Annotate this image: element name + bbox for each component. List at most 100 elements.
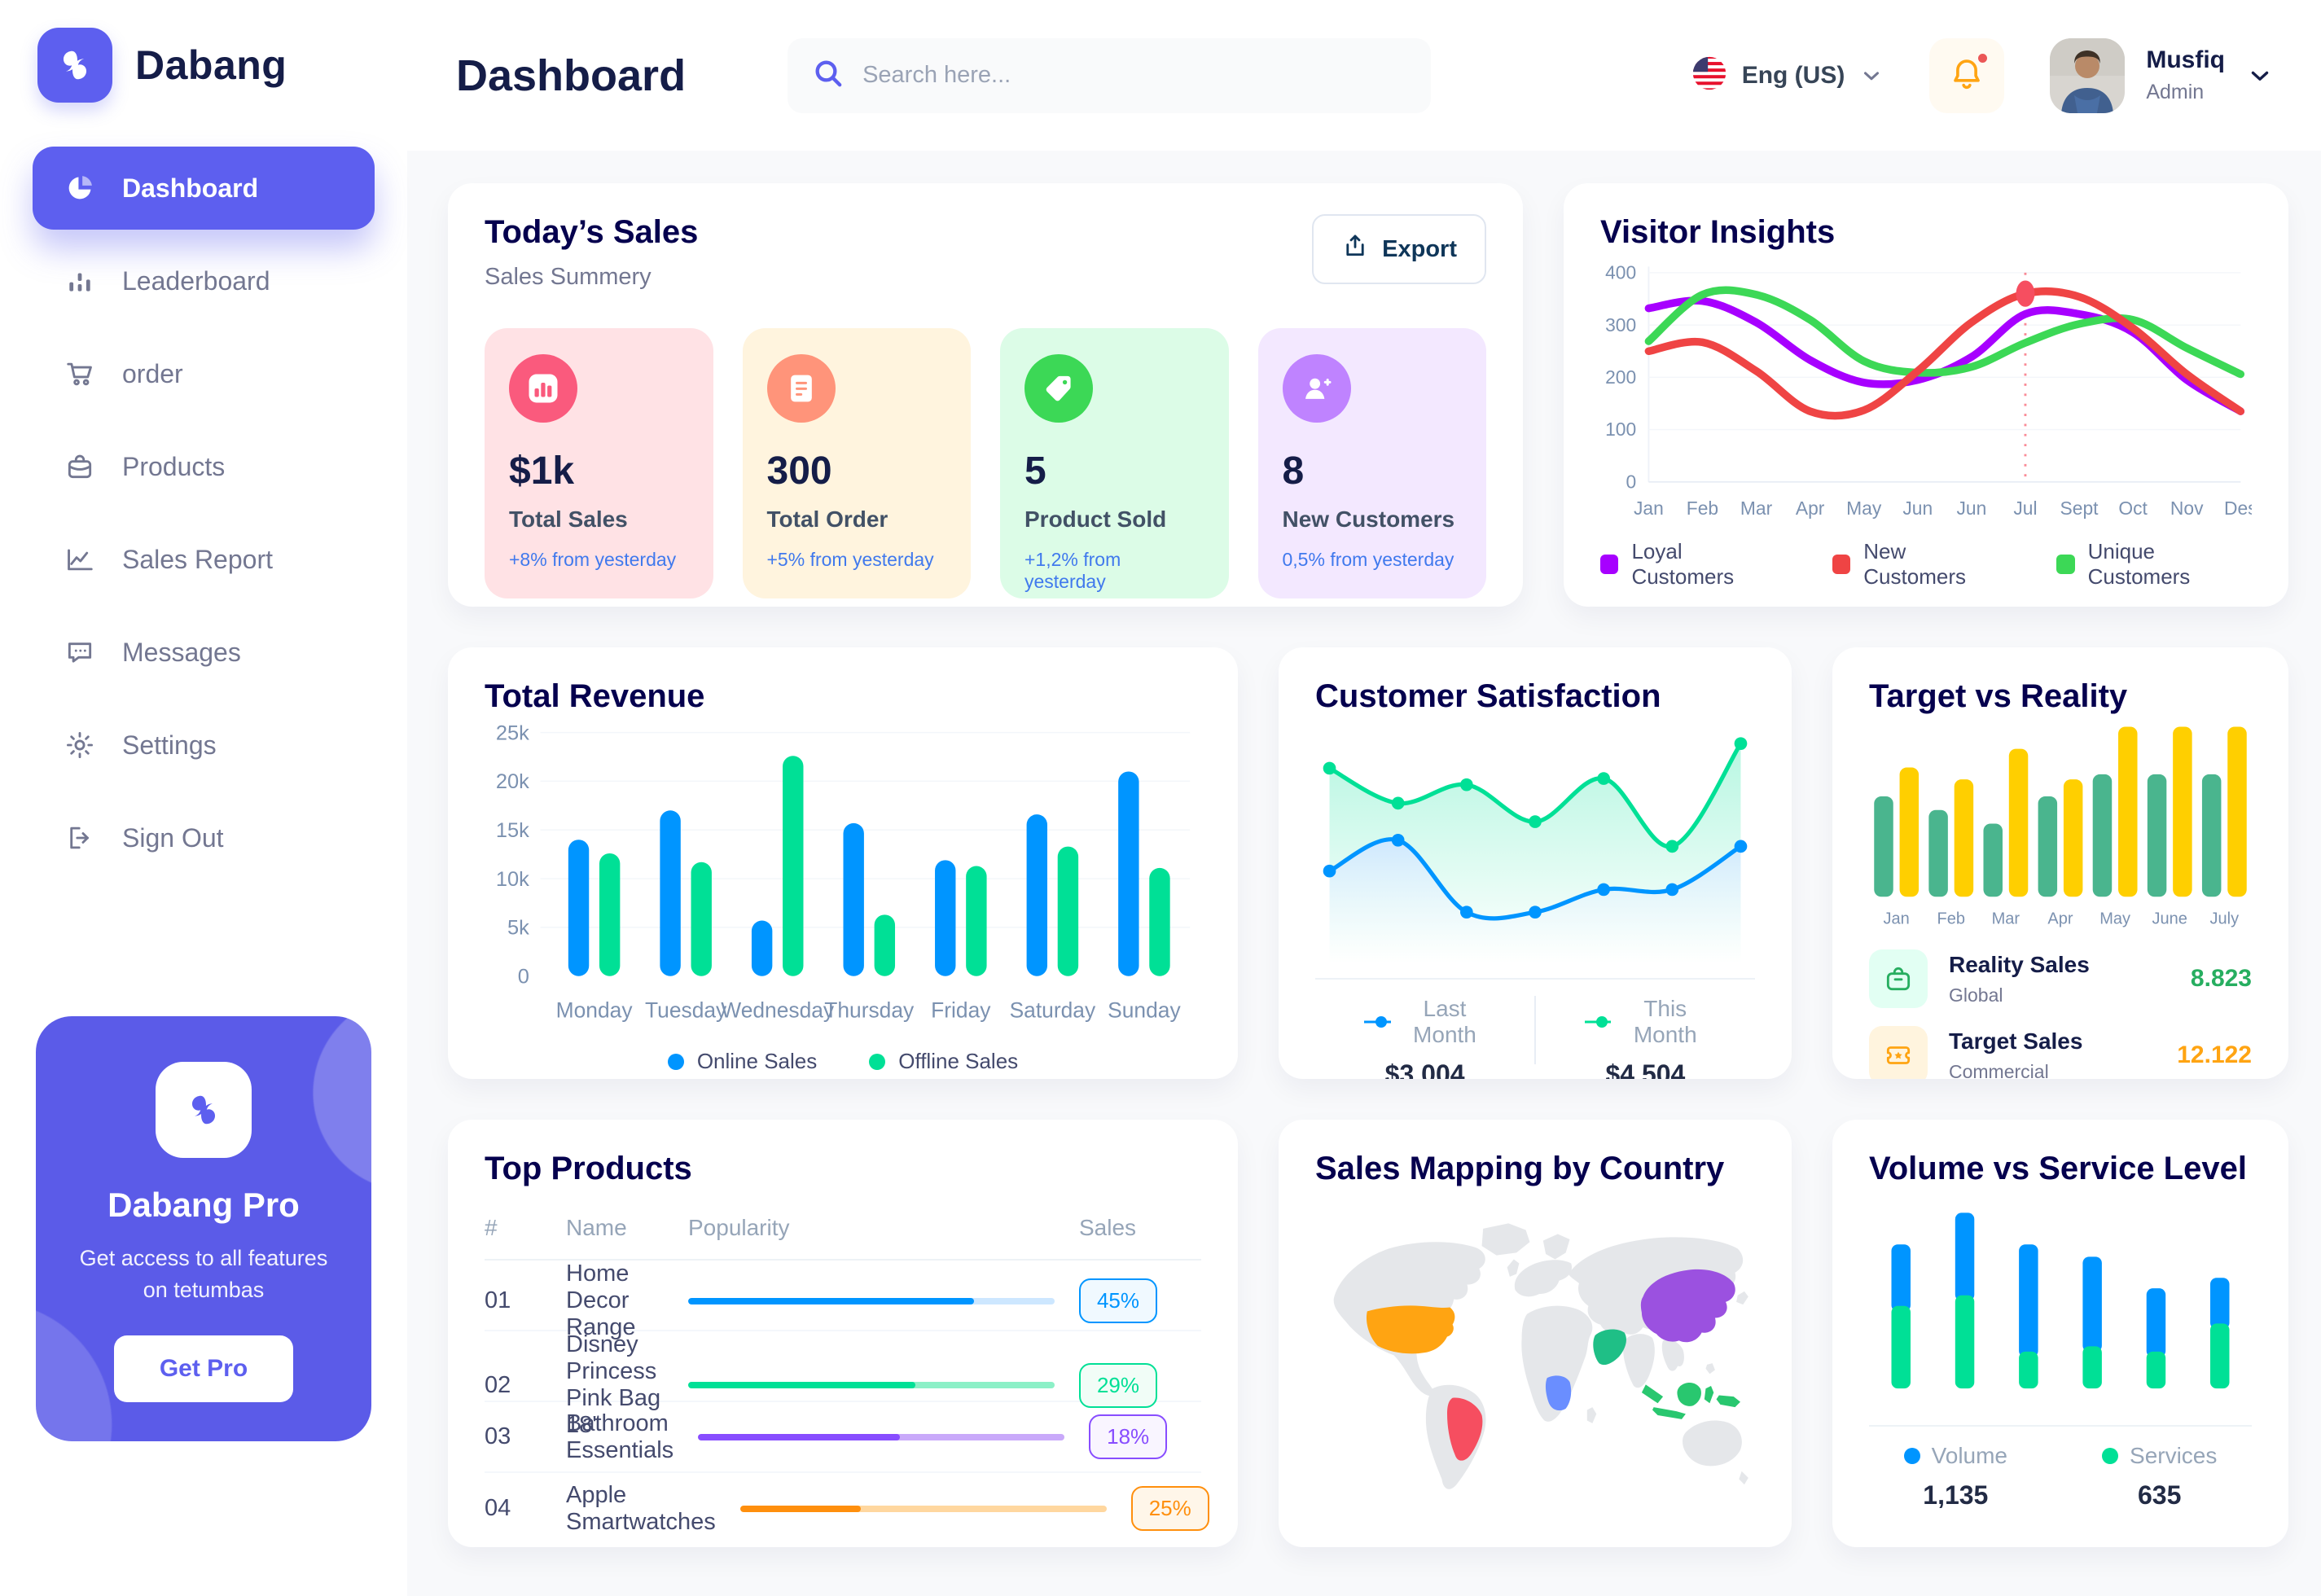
user-profile[interactable]: Musfiq Admin bbox=[2050, 37, 2274, 113]
country-saudi-arabia[interactable] bbox=[1593, 1329, 1626, 1366]
sign-out-icon bbox=[64, 822, 96, 853]
customer-satisfaction-title: Customer Satisfaction bbox=[1315, 678, 1661, 714]
notification-badge bbox=[1976, 50, 1990, 65]
top-products-card: Top Products # Name Popularity Sales 01 H… bbox=[448, 1120, 1238, 1547]
stat-value: 300 bbox=[766, 449, 832, 493]
export-button[interactable]: Export bbox=[1312, 214, 1486, 284]
stat-card-new-customers: 8 New Customers 0,5% from yesterday bbox=[1257, 328, 1486, 598]
volume-service-card: Volume vs Service Level Volume 1,135 Servi… bbox=[1832, 1120, 2288, 1547]
svg-text:5k: 5k bbox=[507, 917, 529, 940]
sidebar-item-sign-out[interactable]: Sign Out bbox=[33, 796, 375, 879]
table-row-bathroom-essentials[interactable]: 03 Bathroom Essentials 18% bbox=[485, 1402, 1201, 1473]
sidebar-item-label: Dashboard bbox=[122, 173, 259, 203]
table-row-disney-princess-pink-bag-18[interactable]: 02 Disney Princess Pink Bag 18' 29% bbox=[485, 1331, 1201, 1438]
target-stat-value: 8.823 bbox=[2190, 965, 2252, 992]
user-plus-icon bbox=[1282, 354, 1351, 423]
export-icon bbox=[1341, 232, 1369, 266]
stat-value: 5 bbox=[1024, 449, 1046, 493]
sidebar-item-products[interactable]: Products bbox=[33, 425, 375, 508]
stat-label: Total Order bbox=[766, 506, 888, 532]
sales-badge: 18% bbox=[1089, 1414, 1168, 1459]
landmass-europe bbox=[1514, 1260, 1573, 1297]
sidebar-item-settings[interactable]: Settings bbox=[33, 704, 375, 787]
sidebar-item-leaderboard[interactable]: Leaderboard bbox=[33, 239, 375, 322]
country-indonesia[interactable] bbox=[1641, 1384, 1664, 1404]
main-area: Dashboard Eng (US) bbox=[407, 0, 2321, 1596]
target-stat-target-sales: Target Sales Commercial 12.122 bbox=[1869, 1026, 2252, 1079]
stat-card-total-order: 300 Total Order +5% from yesterday bbox=[742, 328, 971, 598]
svg-text:Jan: Jan bbox=[1634, 498, 1664, 519]
search-input[interactable] bbox=[862, 62, 1407, 89]
todays-sales-title: Today’s Sales bbox=[485, 214, 699, 250]
sidebar-item-label: Messages bbox=[122, 637, 241, 667]
svg-text:20k: 20k bbox=[496, 770, 529, 793]
country-indonesia[interactable] bbox=[1652, 1407, 1686, 1419]
sidebar-item-dashboard[interactable]: Dashboard bbox=[33, 147, 375, 230]
us-flag-icon bbox=[1691, 55, 1727, 95]
customer-satisfaction-card: Customer Satisfaction Last Month $3,004 Th… bbox=[1279, 647, 1792, 1079]
target-vs-reality-stats: Reality Sales Global 8.823 Target Sales Comm… bbox=[1869, 949, 2252, 1079]
legend-item-this-month: This Month $4,504 bbox=[1536, 996, 1755, 1079]
stat-label: Total Sales bbox=[509, 506, 628, 532]
stat-delta: +8% from yesterday bbox=[509, 549, 677, 570]
pro-card-subtitle: Get access to all features on tetumbas bbox=[79, 1245, 328, 1302]
svg-text:300: 300 bbox=[1605, 314, 1636, 335]
sidebar-item-label: Sales Report bbox=[122, 544, 273, 574]
top-header: Dashboard Eng (US) bbox=[407, 0, 2321, 151]
country-indonesia[interactable] bbox=[1704, 1386, 1714, 1404]
svg-text:May: May bbox=[2099, 910, 2130, 927]
country-united-states[interactable] bbox=[1366, 1305, 1455, 1354]
country-dr-congo[interactable] bbox=[1545, 1375, 1572, 1411]
target-vs-reality-chart: Jan Feb Mar Apr May June July bbox=[1874, 726, 2247, 927]
country-indonesia[interactable] bbox=[1716, 1395, 1740, 1408]
legend-item-offline-sales: Offline Sales bbox=[869, 1049, 1018, 1074]
stat-label: New Customers bbox=[1282, 506, 1455, 532]
landmass-indochina bbox=[1661, 1340, 1684, 1371]
legend-item-services: Services 635 bbox=[2055, 1443, 2264, 1510]
world-map bbox=[1333, 1223, 1748, 1489]
sidebar-item-order[interactable]: order bbox=[33, 332, 375, 415]
user-info: Musfiq Admin bbox=[2146, 46, 2225, 104]
country-brazil[interactable] bbox=[1447, 1397, 1483, 1461]
sidebar-item-label: order bbox=[122, 358, 183, 388]
svg-text:Des: Des bbox=[2224, 498, 2252, 519]
table-row-apple-smartwatches[interactable]: 04 Apple Smartwatches 25% bbox=[485, 1473, 1209, 1544]
target-stat-value: 12.122 bbox=[2177, 1041, 2252, 1068]
landmass-new-zealand bbox=[1739, 1471, 1748, 1485]
todays-sales-card: Today’s Sales Sales Summery Export $1k To… bbox=[448, 183, 1523, 607]
stat-value: $1k bbox=[509, 449, 575, 493]
user-role: Admin bbox=[2146, 81, 2205, 103]
stat-label: Product Sold bbox=[1024, 506, 1167, 532]
svg-text:Jun: Jun bbox=[1956, 498, 1986, 519]
language-selector[interactable]: Eng (US) bbox=[1691, 55, 1884, 95]
sidebar-item-label: Leaderboard bbox=[122, 265, 270, 296]
cart-icon bbox=[64, 358, 96, 389]
sidebar-item-label: Products bbox=[122, 451, 226, 481]
ticket-star-icon bbox=[1869, 1026, 1928, 1079]
legend-item-online-sales: Online Sales bbox=[667, 1049, 817, 1074]
sales-stat-cards: $1k Total Sales +8% from yesterday 300 Total… bbox=[485, 328, 1486, 598]
table-row-home-decor-range[interactable]: 01 Home Decor Range 45% bbox=[485, 1261, 1201, 1340]
search-box bbox=[788, 37, 1432, 113]
stat-card-product-sold: 5 Product Sold +1,2% from yesterday bbox=[1000, 328, 1229, 598]
top-products-header: # Name Popularity Sales bbox=[485, 1215, 1201, 1261]
svg-text:Sept: Sept bbox=[2060, 498, 2099, 519]
pie-chart-icon bbox=[64, 173, 96, 204]
country-indonesia[interactable] bbox=[1677, 1382, 1701, 1406]
country-china[interactable] bbox=[1640, 1269, 1735, 1343]
volume-service-chart bbox=[1891, 1212, 2230, 1389]
legend-item-last-month: Last Month $3,004 bbox=[1315, 996, 1534, 1079]
sales-badge: 25% bbox=[1130, 1486, 1209, 1531]
brand-row: Dabang bbox=[33, 28, 375, 103]
popularity-bar bbox=[698, 1433, 1065, 1440]
sidebar-item-sales-report[interactable]: Sales Report bbox=[33, 518, 375, 601]
sidebar-item-messages[interactable]: Messages bbox=[33, 611, 375, 694]
sidebar-nav: Dashboard Leaderboard order Products Sales R… bbox=[33, 147, 375, 879]
sidebar-item-label: Sign Out bbox=[122, 822, 224, 853]
notifications-button[interactable] bbox=[1929, 37, 2005, 113]
gear-icon bbox=[64, 730, 96, 761]
total-revenue-card: Total Revenue 0 5k 10k 15k 20k 25k Monday Tuesd… bbox=[448, 647, 1238, 1079]
total-revenue-chart: 0 5k 10k 15k 20k 25k Monday TuesdayWednesdayThu… bbox=[496, 721, 1191, 1023]
get-pro-button[interactable]: Get Pro bbox=[113, 1335, 294, 1402]
landmass-scandinavia bbox=[1542, 1234, 1570, 1260]
